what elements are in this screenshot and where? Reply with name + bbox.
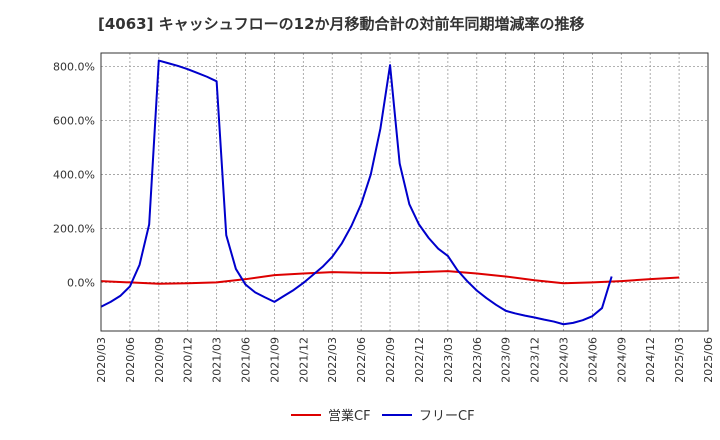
x-tick-label: 2020/06 bbox=[124, 337, 137, 383]
x-tick-label: 2024/06 bbox=[586, 337, 599, 383]
x-tick-label: 2024/09 bbox=[615, 337, 628, 383]
x-tick-label: 2025/06 bbox=[702, 337, 715, 383]
x-tick-label: 2024/12 bbox=[644, 337, 657, 383]
legend-label-1: フリーCF bbox=[419, 409, 475, 424]
y-tick-label: 600.0% bbox=[53, 114, 95, 127]
plot-frame bbox=[100, 52, 709, 332]
x-tick-label: 2022/03 bbox=[326, 337, 339, 383]
x-tick-label: 2024/03 bbox=[557, 337, 570, 383]
x-tick-label: 2021/09 bbox=[268, 337, 281, 383]
x-tick-label: 2022/06 bbox=[355, 337, 368, 383]
x-tick-label: 2023/12 bbox=[529, 337, 542, 383]
x-tick-label: 2021/03 bbox=[211, 337, 224, 383]
x-tick-label: 2020/03 bbox=[95, 337, 108, 383]
x-tick-label: 2021/12 bbox=[297, 337, 310, 383]
x-tick-label: 2023/03 bbox=[442, 337, 455, 383]
series-line-1 bbox=[100, 59, 613, 326]
x-tick-label: 2022/12 bbox=[413, 337, 426, 383]
y-tick-label: 0.0% bbox=[67, 276, 95, 289]
x-tick-label: 2023/06 bbox=[471, 337, 484, 383]
chart-title: [4063] キャッシュフローの12か月移動合計の対前年同期増減率の推移 bbox=[98, 15, 585, 33]
y-tick-label: 200.0% bbox=[53, 222, 95, 235]
y-tick-label: 400.0% bbox=[53, 168, 95, 181]
series-lines bbox=[100, 59, 680, 326]
legend-label-0: 営業CF bbox=[328, 408, 371, 424]
x-tick-label: 2022/09 bbox=[384, 337, 397, 383]
x-tick-label: 2021/06 bbox=[240, 337, 253, 383]
x-tick-label: 2020/09 bbox=[153, 337, 166, 383]
y-tick-label: 800.0% bbox=[53, 60, 95, 73]
grid bbox=[100, 53, 709, 331]
x-tick-label: 2025/03 bbox=[673, 337, 686, 383]
x-axis-ticks: 2020/03 2020/06 2020/09 2020/12 2021/03 2021/… bbox=[95, 337, 715, 383]
legend: 営業CF フリーCF bbox=[291, 408, 475, 424]
x-tick-label: 2023/09 bbox=[500, 337, 513, 383]
x-tick-label: 2020/12 bbox=[182, 337, 195, 383]
series-line-0 bbox=[100, 270, 680, 285]
y-axis-ticks: 0.0% 200.0% 400.0% 600.0% 800.0% bbox=[53, 60, 95, 289]
